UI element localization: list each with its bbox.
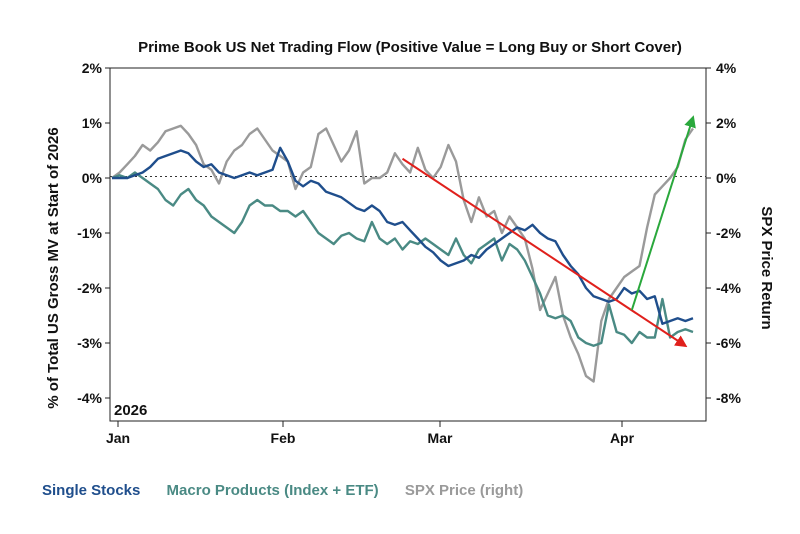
series-spx-price: [111, 124, 694, 383]
legend-macro-products: Macro Products (Index + ETF): [166, 482, 379, 499]
legend-single-stocks: Single Stocks: [42, 482, 141, 499]
x-tick-label: Mar: [428, 430, 453, 446]
y-axis-label: % of Total US Gross MV at Start of 2026: [45, 127, 62, 408]
right-axis: 4% 2% 0% -2% -4% -6% -8%: [706, 60, 741, 406]
legend: Single Stocks Macro Products (Index + ET…: [42, 482, 545, 499]
right-tick-label: -4%: [716, 280, 741, 296]
x-tick-label: Apr: [610, 430, 635, 446]
left-tick-label: 1%: [82, 115, 103, 131]
chart-title: Prime Book US Net Trading Flow (Positive…: [138, 39, 682, 56]
series-macro-products: [111, 171, 694, 347]
left-tick-label: 2%: [82, 60, 103, 76]
legend-spx-price: SPX Price (right): [404, 482, 524, 499]
red-trend-arrow: [401, 157, 688, 348]
left-tick-label: 0%: [82, 170, 103, 186]
left-tick-label: -4%: [77, 390, 102, 406]
x-tick-label: Jan: [106, 430, 130, 446]
right-tick-label: 2%: [716, 115, 737, 131]
series-layer: [111, 124, 694, 383]
right-tick-label: -6%: [716, 335, 741, 351]
left-tick-label: -3%: [77, 335, 102, 351]
year-label: 2026: [114, 402, 147, 419]
x-tick-label: Feb: [271, 430, 296, 446]
right-tick-label: 4%: [716, 60, 737, 76]
right-tick-label: -2%: [716, 225, 741, 241]
annotation-layer: [401, 115, 696, 348]
x-axis: Jan Feb Mar Apr: [106, 421, 635, 446]
y2-axis-label: SPX Price Return: [758, 206, 775, 329]
left-tick-label: -1%: [77, 225, 102, 241]
series-single-stocks: [112, 146, 694, 325]
plot-frame: [109, 67, 707, 422]
left-axis: 2% 1% 0% -1% -2% -3% -4%: [77, 60, 110, 406]
green-trend-arrow: [630, 115, 696, 311]
right-tick-label: -8%: [716, 390, 741, 406]
right-tick-label: 0%: [716, 170, 737, 186]
left-tick-label: -2%: [77, 280, 102, 296]
